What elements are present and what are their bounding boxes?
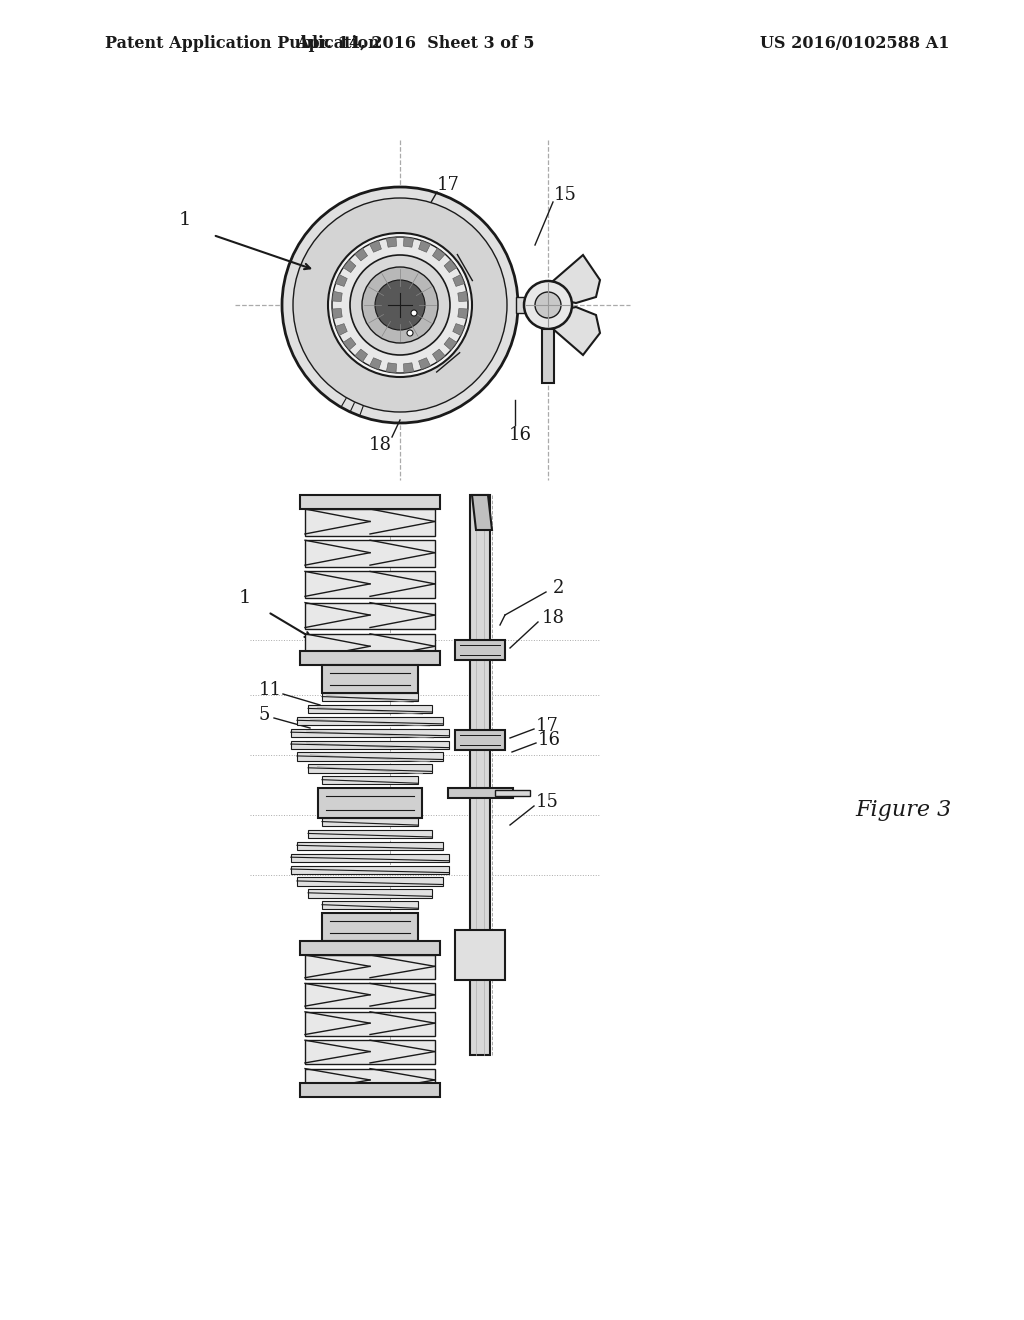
Text: 17: 17 (436, 176, 460, 194)
Bar (322, 902, 418, 909)
Circle shape (411, 310, 417, 315)
Circle shape (293, 198, 507, 412)
Bar (300, 495, 440, 510)
Bar (297, 878, 443, 886)
Bar (305, 983, 435, 1007)
Text: Apr. 14, 2016  Sheet 3 of 5: Apr. 14, 2016 Sheet 3 of 5 (296, 34, 535, 51)
Polygon shape (386, 363, 396, 372)
Bar (455, 640, 505, 660)
Bar (322, 776, 418, 784)
Circle shape (375, 280, 425, 330)
Bar (291, 866, 450, 874)
Polygon shape (336, 323, 347, 335)
Text: Figure 3: Figure 3 (855, 799, 951, 821)
Bar (322, 665, 418, 693)
Text: 1: 1 (179, 211, 191, 228)
Bar (305, 540, 435, 566)
Text: 2: 2 (552, 579, 563, 597)
Bar (305, 1040, 435, 1064)
Polygon shape (332, 292, 342, 301)
Bar (308, 705, 432, 713)
Bar (305, 1012, 435, 1036)
Bar (516, 297, 550, 313)
Circle shape (524, 281, 572, 329)
Bar (305, 603, 435, 630)
Text: 18: 18 (542, 609, 564, 627)
Bar (297, 717, 443, 725)
Bar (322, 913, 418, 941)
Bar (300, 1082, 440, 1097)
Text: 15: 15 (536, 793, 558, 810)
Bar (300, 651, 440, 665)
Text: 11: 11 (258, 681, 282, 700)
Bar (305, 1069, 435, 1093)
Bar (322, 693, 418, 701)
Polygon shape (444, 260, 457, 272)
Bar (305, 954, 435, 979)
Polygon shape (453, 323, 465, 335)
Polygon shape (403, 363, 414, 372)
Polygon shape (419, 358, 430, 370)
Polygon shape (343, 338, 356, 350)
Polygon shape (370, 358, 381, 370)
Bar (300, 941, 440, 954)
Circle shape (407, 330, 413, 337)
Circle shape (332, 238, 468, 374)
Circle shape (350, 255, 450, 355)
Text: 16: 16 (509, 426, 531, 444)
Text: 17: 17 (536, 717, 558, 735)
Text: 1: 1 (239, 589, 251, 607)
Bar (308, 890, 432, 898)
Bar (542, 329, 554, 383)
Polygon shape (343, 260, 356, 272)
Polygon shape (386, 238, 396, 247)
Polygon shape (553, 308, 600, 355)
Bar (305, 572, 435, 598)
Polygon shape (458, 309, 468, 318)
Circle shape (362, 267, 438, 343)
Bar (322, 818, 418, 826)
Text: Patent Application Publication: Patent Application Publication (105, 34, 380, 51)
Bar (470, 495, 490, 1055)
Bar (495, 789, 530, 796)
Polygon shape (472, 495, 492, 531)
Bar (291, 741, 450, 748)
Polygon shape (432, 348, 445, 362)
Polygon shape (336, 275, 347, 286)
Polygon shape (370, 240, 381, 252)
Polygon shape (355, 348, 368, 362)
Text: 16: 16 (538, 731, 560, 748)
Bar (308, 830, 432, 838)
Bar (449, 788, 513, 799)
Bar (318, 788, 422, 818)
Bar (455, 730, 505, 750)
Polygon shape (432, 248, 445, 261)
Text: US 2016/0102588 A1: US 2016/0102588 A1 (760, 34, 949, 51)
Text: 5: 5 (258, 706, 269, 723)
Bar (305, 510, 435, 536)
Bar (297, 842, 443, 850)
Text: 18: 18 (369, 436, 391, 454)
Circle shape (282, 187, 518, 422)
Polygon shape (453, 275, 465, 286)
Polygon shape (553, 255, 600, 304)
Bar (455, 931, 505, 979)
Text: 15: 15 (554, 186, 577, 205)
Circle shape (535, 292, 561, 318)
Bar (291, 729, 450, 737)
Bar (297, 752, 443, 760)
Bar (291, 854, 450, 862)
Polygon shape (355, 248, 368, 261)
Polygon shape (458, 292, 468, 301)
Bar (305, 634, 435, 660)
Circle shape (328, 234, 472, 378)
Polygon shape (332, 309, 342, 318)
Polygon shape (444, 338, 457, 350)
Bar (308, 764, 432, 772)
Polygon shape (403, 238, 414, 247)
Polygon shape (419, 240, 430, 252)
